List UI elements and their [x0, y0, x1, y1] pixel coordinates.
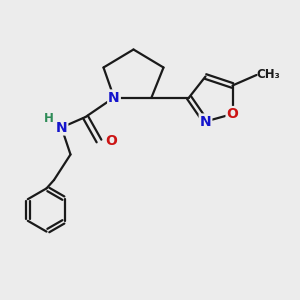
Text: O: O — [105, 134, 117, 148]
Text: N: N — [200, 115, 211, 128]
Text: O: O — [226, 107, 238, 121]
Text: CH₃: CH₃ — [256, 68, 280, 82]
Text: H: H — [44, 112, 54, 125]
Text: N: N — [108, 91, 120, 104]
Text: N: N — [56, 121, 67, 134]
